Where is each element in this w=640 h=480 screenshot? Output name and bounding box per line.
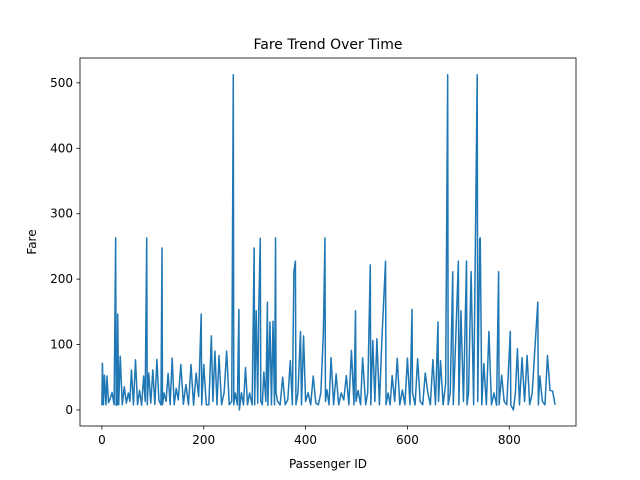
y-tick-label: 200 xyxy=(50,272,73,286)
x-tick-label: 200 xyxy=(192,433,215,447)
chart-title: Fare Trend Over Time xyxy=(253,37,402,53)
x-axis-label: Passenger ID xyxy=(289,457,367,471)
y-tick-label: 400 xyxy=(50,141,73,155)
x-tick-label: 600 xyxy=(396,433,419,447)
plot-frame xyxy=(79,57,577,427)
y-tick-label: 100 xyxy=(50,338,73,352)
y-tick-label: 500 xyxy=(50,76,73,90)
y-tick-label: 0 xyxy=(65,403,73,417)
y-axis-label: Fare xyxy=(25,229,39,254)
x-tick-label: 400 xyxy=(294,433,317,447)
x-tick-label: 800 xyxy=(498,433,521,447)
data-line xyxy=(101,74,556,411)
y-tick-label: 300 xyxy=(50,207,73,221)
x-tick-label: 0 xyxy=(98,433,106,447)
